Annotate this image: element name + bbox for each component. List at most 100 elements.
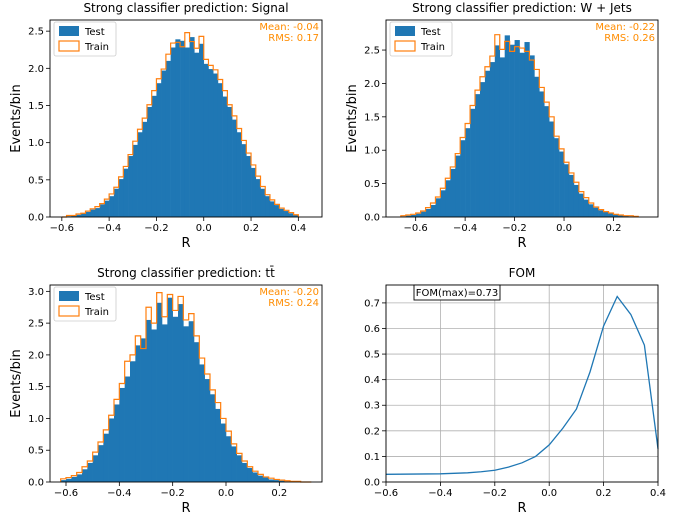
subplot-2: −0.6 −0.4 −0.2 0.0 0.2 0.0 0.5 1.0 1.5 2.0 2.5 Stro…	[345, 1, 659, 251]
test-bar	[410, 214, 416, 217]
test-bar	[156, 83, 162, 217]
test-bar	[175, 39, 181, 217]
legend-test-swatch	[395, 26, 415, 36]
y-tick-label: 0.2	[364, 426, 380, 437]
test-bar	[583, 199, 590, 217]
test-bar	[76, 214, 82, 217]
test-bar	[608, 212, 614, 217]
test-bar	[204, 379, 211, 482]
test-bar	[184, 47, 190, 217]
test-bar	[241, 144, 247, 217]
fom-annotation: FOM(max)=0.73	[416, 288, 499, 299]
test-bar	[104, 200, 110, 217]
stats-mean: Mean: -0.22	[595, 22, 655, 33]
legend: Test Train	[389, 21, 453, 57]
test-bar	[203, 63, 209, 217]
test-bar	[524, 42, 530, 217]
test-bar	[128, 156, 134, 217]
stats-rms: RMS: 0.24	[268, 298, 319, 309]
legend-test-swatch	[59, 291, 79, 301]
legend: Test Train	[53, 21, 117, 57]
test-bar	[274, 205, 280, 217]
test-bar	[90, 209, 96, 217]
x-tick-label: −0.2	[483, 488, 507, 499]
y-tick-label: 0.5	[28, 446, 44, 457]
y-tick-label: 1.5	[28, 101, 44, 112]
axes-frame	[49, 19, 323, 218]
y-tick-label: 0.0	[28, 478, 44, 489]
x-axis-label: R	[517, 501, 526, 516]
x-tick-label: −0.2	[144, 223, 168, 234]
test-bar	[114, 404, 120, 482]
chart-title: Strong classifier prediction: Signal	[83, 1, 288, 15]
stats-mean: Mean: -0.20	[259, 287, 319, 298]
test-bar	[94, 208, 100, 217]
test-bar	[236, 455, 243, 482]
test-bar	[598, 210, 604, 217]
test-bar	[568, 174, 575, 217]
test-bar	[146, 106, 153, 217]
test-bar	[425, 208, 431, 217]
test-bar	[504, 35, 510, 218]
x-axis-label: R	[181, 501, 190, 516]
test-bar	[71, 476, 77, 482]
x-tick-label: 0.2	[596, 488, 612, 499]
test-bar	[113, 188, 119, 217]
test-bar	[165, 60, 171, 217]
x-tick-label: −0.6	[54, 488, 78, 499]
test-bar	[420, 211, 426, 217]
test-bar	[588, 204, 595, 217]
x-tick-label: −0.2	[502, 223, 526, 234]
y-tick-label: 0.3	[364, 401, 380, 412]
y-tick-label: 1.0	[28, 414, 44, 425]
fom-line	[385, 295, 659, 475]
test-bar	[514, 40, 520, 217]
test-bar	[71, 215, 77, 217]
y-tick-label: 0.5	[28, 175, 44, 186]
test-bar	[246, 156, 252, 217]
fom-annotation-box	[413, 284, 501, 301]
test-bar	[135, 345, 141, 482]
y-tick-label: 1.5	[364, 112, 380, 123]
test-bar	[288, 213, 294, 217]
y-tick-label: 0.0	[364, 213, 380, 224]
test-bar	[578, 193, 585, 217]
test-bar	[167, 297, 173, 482]
test-bar	[108, 418, 115, 482]
x-tick-label: 0.0	[196, 223, 212, 234]
legend-test-label: Test	[84, 292, 105, 303]
test-bar	[544, 106, 550, 217]
test-bar	[227, 106, 233, 217]
legend: Test Train	[53, 286, 117, 322]
test-bar	[199, 364, 205, 482]
legend-train-swatch	[58, 40, 80, 52]
test-bar	[99, 204, 105, 217]
test-bar	[142, 121, 148, 217]
test-bar	[137, 132, 143, 217]
test-bar	[80, 213, 86, 217]
test-bar	[603, 211, 609, 217]
subplot-1: −0.6 −0.4 −0.2 0.0 0.2 0.4 0.0 0.5 1.0 1.5 2.0 2.5 S…	[9, 1, 323, 251]
y-tick-label: 2.0	[28, 350, 44, 361]
y-tick-label: 0.0	[28, 213, 44, 224]
test-bar	[445, 180, 451, 217]
y-tick-label: 2.5	[364, 46, 380, 57]
test-bar	[210, 394, 216, 482]
test-bar	[534, 76, 540, 217]
test-bar	[213, 73, 219, 217]
test-bar	[119, 387, 125, 482]
y-tick-label: 1.5	[28, 382, 44, 393]
test-bar	[87, 462, 93, 482]
x-tick-label: 0.2	[271, 488, 287, 499]
test-bar	[123, 168, 129, 217]
test-bar	[183, 326, 189, 482]
y-tick-label: 2.0	[364, 79, 380, 90]
test-bar	[618, 214, 624, 217]
test-bar	[76, 474, 83, 482]
chart-title: FOM	[509, 266, 536, 280]
stats-mean: Mean: -0.04	[259, 22, 319, 33]
test-bar	[231, 446, 237, 482]
test-bar	[188, 321, 195, 482]
test-bar	[415, 213, 421, 217]
